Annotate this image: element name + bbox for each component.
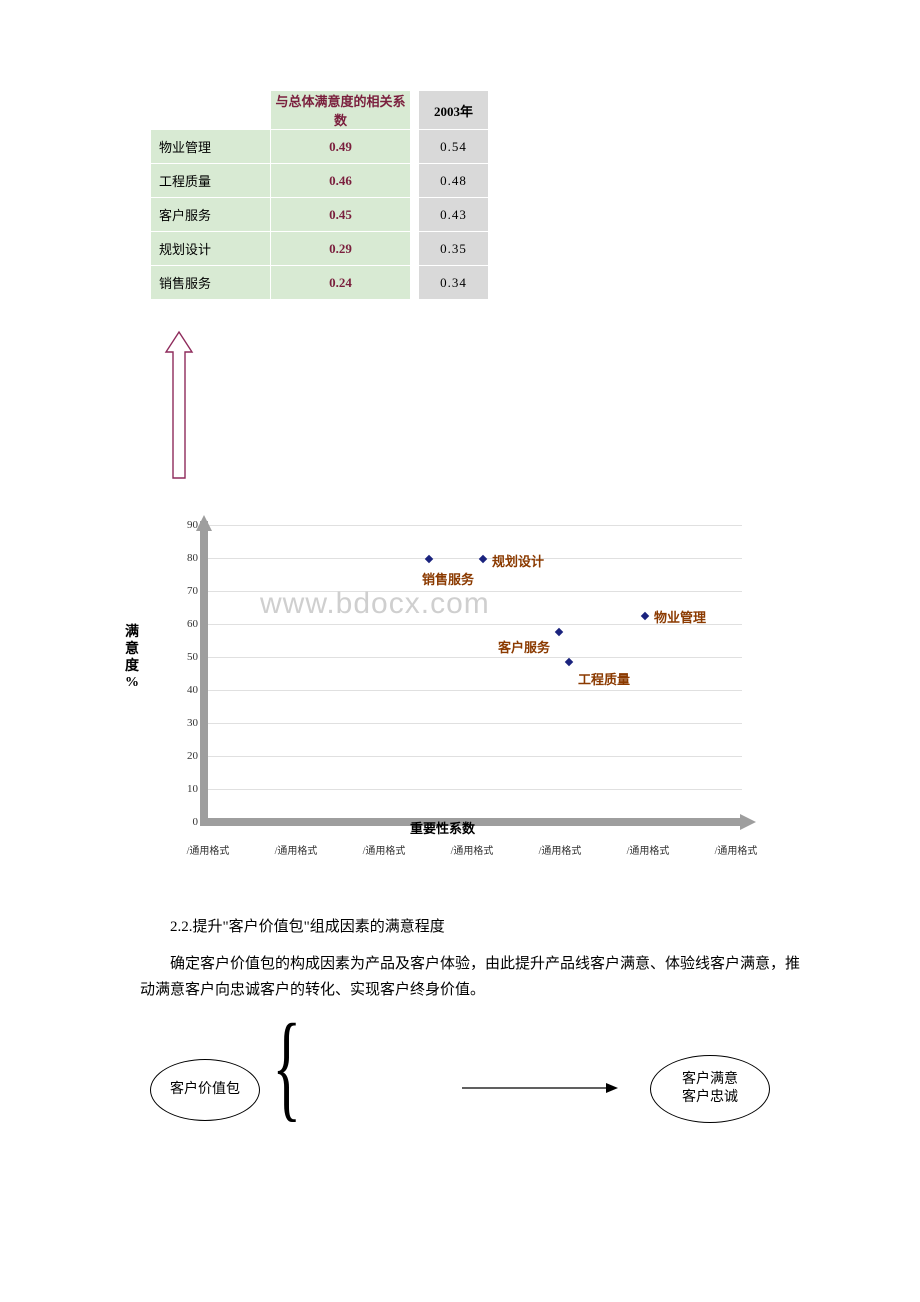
gap [411,232,419,266]
xtick: /通用格式 [178,842,238,857]
xtick: /通用格式 [354,842,414,857]
row-year: 0.48 [419,164,489,198]
brace-icon: { [272,997,301,1135]
row-label: 工程质量 [151,164,271,198]
gap [411,164,419,198]
gap [411,198,419,232]
ellipse-left-text: 客户价值包 [170,1081,240,1099]
section-heading: 2.2.提升"客户价值包"组成因素的满意程度 [170,915,800,936]
x-axis-label: 重要性系数 [410,818,475,837]
table-header-row: 与总体满意度的相关系数 2003年 [151,91,489,130]
axes-svg [150,515,770,855]
correlation-table: 与总体满意度的相关系数 2003年 物业管理 0.49 0.54 工程质量 0.… [150,90,800,300]
gap [411,130,419,164]
label-sales: 销售服务 [422,569,474,588]
row-label: 销售服务 [151,266,271,300]
row-label: 规划设计 [151,232,271,266]
row-corr: 0.45 [271,198,411,232]
row-year: 0.54 [419,130,489,164]
body-paragraph: 确定客户价值包的构成因素为产品及客户体验，由此提升产品线客户满意、体验线客户满意… [140,952,800,1003]
arrow-svg [164,330,194,480]
ellipse-right-l1: 客户满意 [682,1072,738,1087]
scatter-chart: 满意度% 90 80 70 60 50 40 30 20 10 0 www.bd… [150,515,770,875]
label-planning: 规划设计 [492,551,544,570]
table-row: 工程质量 0.46 0.48 [151,164,489,198]
ellipse-right-l2: 客户忠诚 [682,1090,738,1105]
table-row: 客户服务 0.45 0.43 [151,198,489,232]
row-corr: 0.49 [271,130,411,164]
row-corr: 0.29 [271,232,411,266]
label-customer: 客户服务 [498,637,550,656]
up-arrow-icon [164,330,800,485]
arrow-right-icon [460,1081,620,1095]
xtick: /通用格式 [530,842,590,857]
gap [411,266,419,300]
label-property: 物业管理 [654,607,706,626]
y-axis-label: 满意度% [124,625,140,692]
table: 与总体满意度的相关系数 2003年 物业管理 0.49 0.54 工程质量 0.… [150,90,489,300]
ellipse-right: 客户满意 客户忠诚 [650,1055,770,1123]
xtick: /通用格式 [706,842,766,857]
row-year: 0.35 [419,232,489,266]
xtick: /通用格式 [442,842,502,857]
ellipse-left: 客户价值包 [150,1059,260,1121]
table-row: 物业管理 0.49 0.54 [151,130,489,164]
header-year: 2003年 [419,91,489,130]
row-year: 0.34 [419,266,489,300]
row-label: 客户服务 [151,198,271,232]
table-row: 销售服务 0.24 0.34 [151,266,489,300]
header-corr: 与总体满意度的相关系数 [271,91,411,130]
value-diagram: 客户价值包 { 客户满意 客户忠诚 [150,1029,790,1169]
table-row: 规划设计 0.29 0.35 [151,232,489,266]
row-year: 0.43 [419,198,489,232]
row-corr: 0.46 [271,164,411,198]
empty-header [151,91,271,130]
row-label: 物业管理 [151,130,271,164]
xtick: /通用格式 [618,842,678,857]
gap [411,91,419,130]
ellipse-right-text: 客户满意 客户忠诚 [682,1071,738,1107]
xtick: /通用格式 [266,842,326,857]
row-corr: 0.24 [271,266,411,300]
ylabel-text: 满意度% [125,625,139,690]
label-engineering: 工程质量 [578,669,630,688]
